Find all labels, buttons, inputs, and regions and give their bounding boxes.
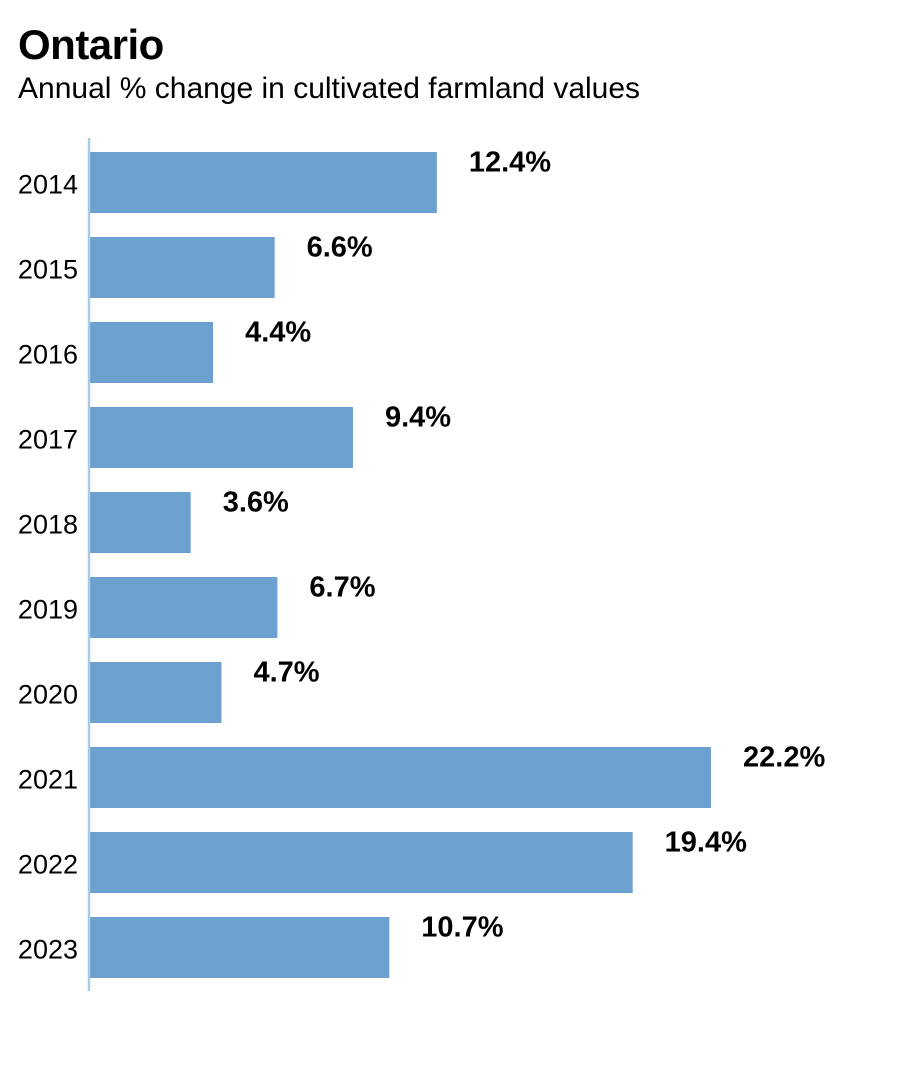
value-label-2016: 4.4% <box>245 317 311 349</box>
bar-2022 <box>90 832 633 893</box>
category-label-2023: 2023 <box>18 935 78 965</box>
value-label-2021: 22.2% <box>743 742 825 774</box>
category-label-2016: 2016 <box>18 340 78 370</box>
category-label-2022: 2022 <box>18 850 78 880</box>
value-label-2015: 6.6% <box>307 232 373 264</box>
value-label-2019: 6.7% <box>309 572 375 604</box>
category-label-2017: 2017 <box>18 425 78 455</box>
value-labels: 12.4% 6.6% 4.4% 9.4% 3.6% 6.7% 4.7% 22.2% 19.4% 1… <box>223 147 826 944</box>
bar-2020 <box>90 662 222 723</box>
value-label-2017: 9.4% <box>385 402 451 434</box>
category-label-2015: 2015 <box>18 255 78 285</box>
bar-2015 <box>90 237 275 298</box>
bar-2023 <box>90 917 390 978</box>
category-labels: 2014 2015 2016 2017 2018 2019 2020 2021 2022 2023 <box>18 170 78 965</box>
value-label-2022: 19.4% <box>665 827 747 859</box>
bar-2017 <box>90 407 353 468</box>
bar-2018 <box>90 492 191 553</box>
category-label-2014: 2014 <box>18 170 78 200</box>
category-label-2021: 2021 <box>18 765 78 795</box>
category-label-2020: 2020 <box>18 680 78 710</box>
value-label-2020: 4.7% <box>253 657 319 689</box>
value-label-2018: 3.6% <box>223 487 289 519</box>
bar-2019 <box>90 577 278 638</box>
bar-2021 <box>90 747 711 808</box>
chart-subtitle: Annual % change in cultivated farmland v… <box>18 72 641 105</box>
bar-2014 <box>90 152 437 213</box>
bar-2016 <box>90 322 214 383</box>
category-label-2019: 2019 <box>18 595 78 625</box>
bars-group <box>90 152 711 978</box>
value-label-2023: 10.7% <box>421 912 503 944</box>
category-label-2018: 2018 <box>18 510 78 540</box>
value-label-2014: 12.4% <box>469 147 551 179</box>
chart-title: Ontario <box>18 21 164 68</box>
